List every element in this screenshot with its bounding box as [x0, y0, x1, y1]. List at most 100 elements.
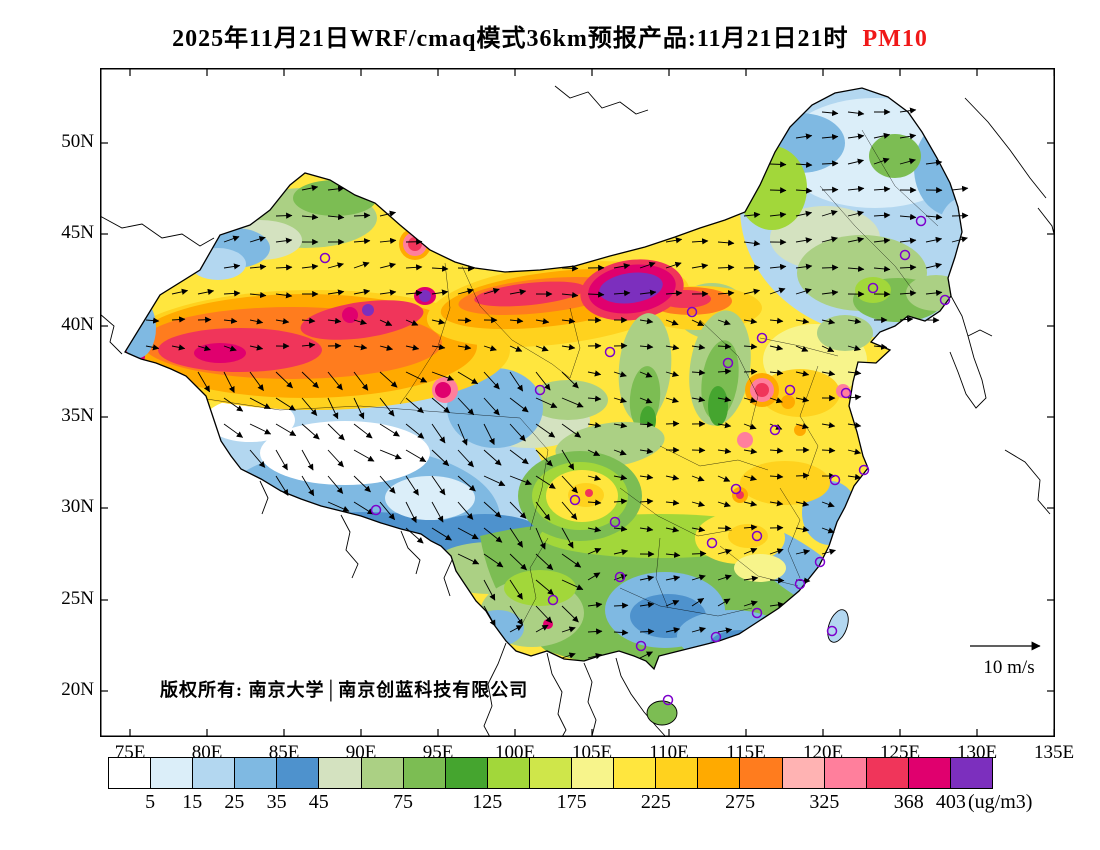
city-station-marker: [706, 537, 718, 549]
wind-scale-arrow-icon: [970, 641, 1041, 651]
colorbar-cell-14: [698, 758, 741, 788]
colorbar-tick-label-5: 5: [145, 791, 156, 813]
colorbar-units: (ug/m3): [968, 791, 1033, 813]
colorbar-cell-7: [403, 758, 446, 788]
city-station-marker: [722, 357, 734, 369]
city-station-marker: [547, 594, 559, 606]
china-pm10-map: [100, 68, 1055, 737]
wind-vectors: [145, 107, 969, 660]
colorbar-tick-label-75: 75: [393, 791, 413, 813]
colorbar-cell-4: [277, 758, 320, 788]
lat-label-50N: 50N: [61, 131, 94, 152]
copyright-text: 版权所有: 南京大学│南京创蓝科技有限公司: [160, 680, 529, 700]
city-station-marker: [899, 249, 911, 261]
plot-frame: [100, 68, 1055, 737]
city-station-marker: [756, 332, 768, 344]
city-station-marker: [826, 625, 838, 637]
colorbar-cell-9: [487, 758, 530, 788]
colorbar: [108, 757, 993, 789]
city-station-marker: [915, 215, 927, 227]
city-station-marker: [784, 384, 796, 396]
colorbar-tick-label-35: 35: [266, 791, 287, 813]
city-station-marker: [534, 384, 546, 396]
colorbar-tick-label-15: 15: [182, 791, 203, 813]
city-station-marker: [370, 504, 382, 516]
lat-label-35N: 35N: [61, 405, 94, 426]
colorbar-cell-10: [529, 758, 573, 788]
lon-label-100E: 100E: [494, 742, 536, 763]
lon-label-75E: 75E: [114, 742, 146, 763]
colorbar-cell-17: [824, 758, 867, 788]
colorbar-tick-label-368: 368: [893, 791, 924, 813]
city-station-marker: [604, 346, 616, 358]
colorbar-cell-6: [361, 758, 404, 788]
lon-label-125E: 125E: [879, 742, 921, 763]
colorbar-tick-label-225: 225: [640, 791, 671, 813]
colorbar-tick-label-175: 175: [556, 791, 587, 813]
station-markers: [319, 215, 951, 706]
city-station-marker: [710, 631, 722, 643]
city-station-marker: [751, 607, 763, 619]
city-station-marker: [614, 571, 626, 583]
pollutant-label: PM10: [862, 26, 928, 52]
colorbar-tick-label-45: 45: [308, 791, 329, 813]
colorbar-cell-8: [445, 758, 488, 788]
city-station-marker: [769, 424, 781, 436]
lon-label-120E: 120E: [802, 742, 844, 763]
colorbar-tick-label-403: 403: [935, 791, 966, 813]
wind-scale-label: 10 m/s: [983, 657, 1035, 678]
colorbar-cell-3: [235, 758, 278, 788]
lon-label-95E: 95E: [422, 742, 454, 763]
city-station-marker: [840, 387, 852, 399]
colorbar-tick-label-125: 125: [472, 791, 503, 813]
city-station-marker: [829, 474, 841, 486]
colorbar-cell-20: [950, 758, 992, 788]
neighbor-coastlines: [100, 85, 1055, 737]
colorbar-cell-13: [656, 758, 699, 788]
colorbar-cell-19: [908, 758, 951, 788]
wind-scale-legend: 10 m/s: [966, 638, 1052, 679]
lon-label-90E: 90E: [345, 742, 377, 763]
colorbar-cell-15: [740, 758, 783, 788]
lon-label-130E: 130E: [956, 742, 998, 763]
lon-label-135E: 135E: [1033, 742, 1075, 763]
province-borders: [199, 129, 939, 629]
city-station-marker: [569, 494, 581, 506]
colorbar-cell-18: [866, 758, 909, 788]
city-station-marker: [730, 483, 742, 495]
city-station-marker: [609, 516, 621, 528]
city-station-marker: [814, 556, 826, 568]
lon-label-85E: 85E: [268, 742, 300, 763]
city-station-marker: [662, 694, 674, 706]
city-station-marker: [794, 578, 806, 590]
city-station-marker: [319, 252, 331, 264]
lat-label-40N: 40N: [61, 314, 94, 335]
lon-label-105E: 105E: [571, 742, 613, 763]
lon-label-110E: 110E: [649, 742, 689, 763]
colorbar-cell-0: [109, 758, 152, 788]
title-main-text: 2025年11月21日WRF/cmaq模式36km预报产品:11月21日21时: [172, 26, 849, 52]
colorbar-tick-label-325: 325: [809, 791, 840, 813]
city-station-marker: [751, 530, 763, 542]
lon-label-80E: 80E: [191, 742, 223, 763]
colorbar-tick-label-275: 275: [725, 791, 756, 813]
forecast-title: 2025年11月21日WRF/cmaq模式36km预报产品:11月21日21时 P…: [0, 18, 1100, 53]
colorbar-cell-16: [782, 758, 825, 788]
colorbar-cell-12: [614, 758, 657, 788]
city-station-marker: [939, 294, 951, 306]
colorbar-cell-1: [151, 758, 194, 788]
city-station-marker: [635, 640, 647, 652]
lat-label-45N: 45N: [61, 222, 94, 243]
colorbar-cell-2: [193, 758, 236, 788]
lat-label-30N: 30N: [61, 496, 94, 517]
colorbar-cell-5: [319, 758, 362, 788]
city-station-marker: [858, 464, 870, 476]
lat-label-20N: 20N: [61, 679, 94, 700]
islands: [646, 609, 849, 726]
colorbar-tick-label-25: 25: [224, 791, 245, 813]
map-plot: [100, 68, 1055, 737]
city-station-marker: [686, 306, 698, 318]
city-station-marker: [867, 282, 879, 294]
lat-label-25N: 25N: [61, 588, 94, 609]
